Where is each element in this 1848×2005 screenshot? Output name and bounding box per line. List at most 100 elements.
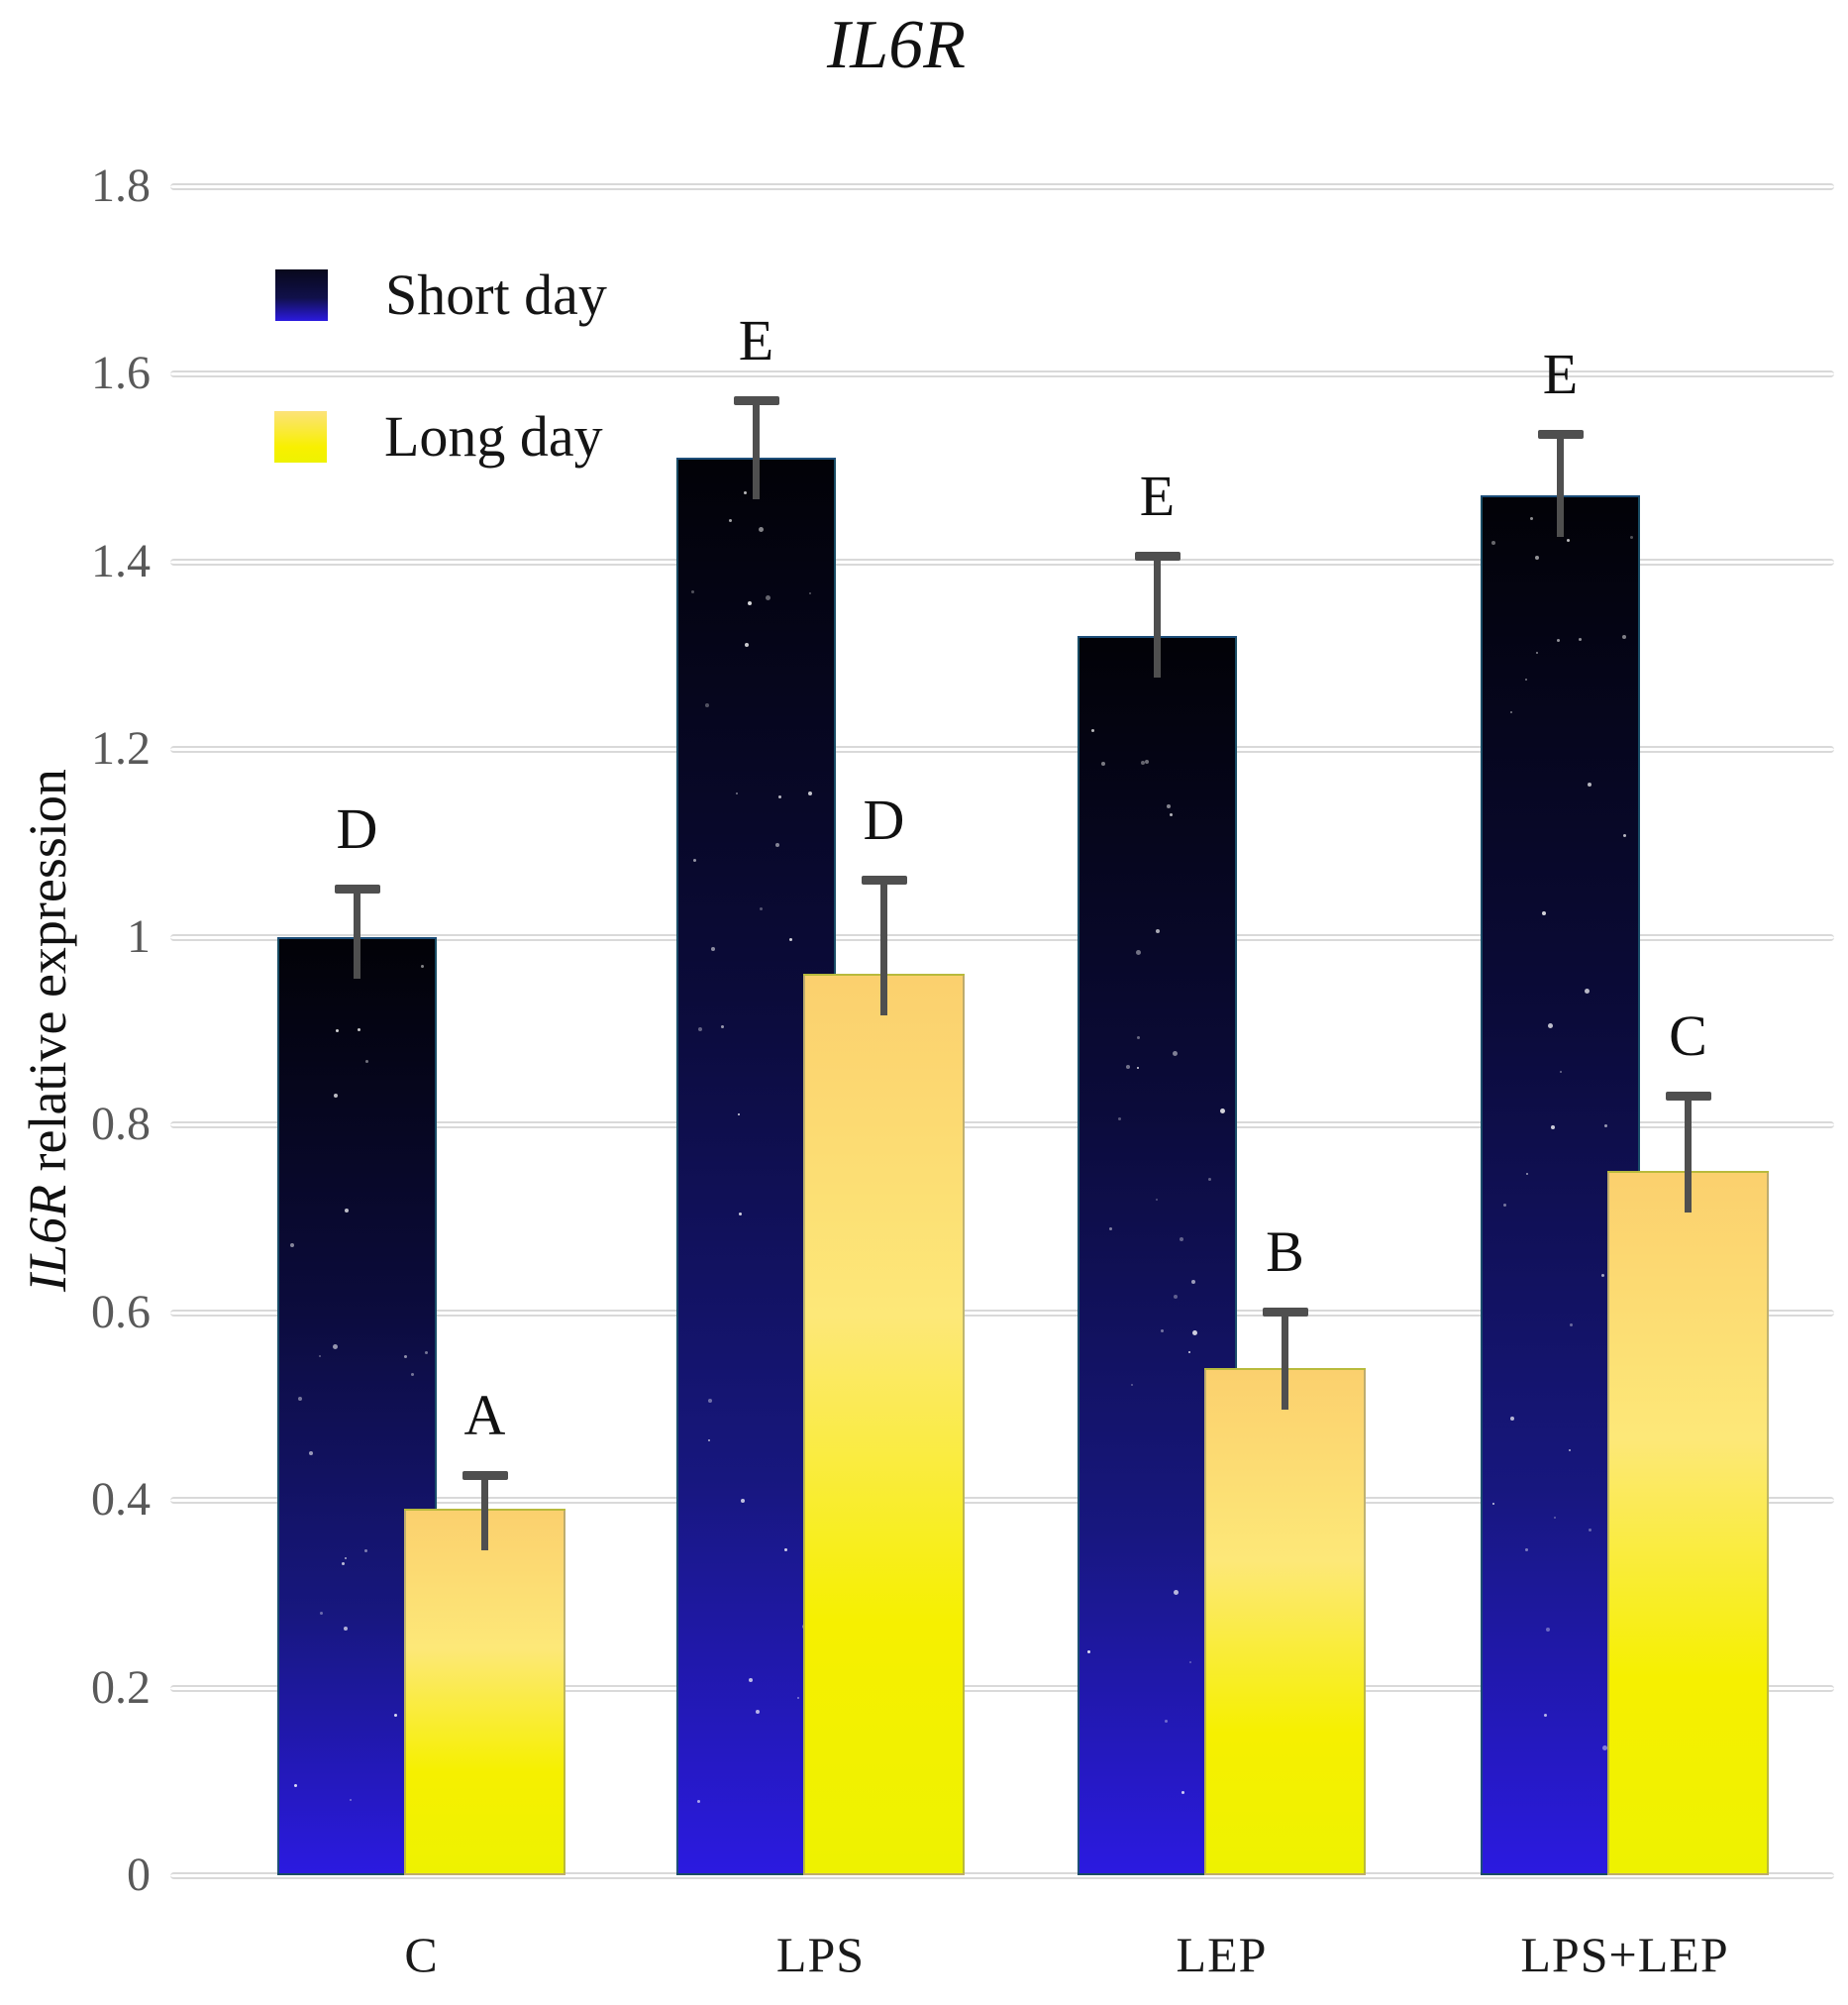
error-bar-stem [354,890,360,979]
chart-title: IL6R [827,7,966,83]
bar-speckle [1174,1295,1178,1300]
bar-speckle [1091,729,1094,733]
bar-speckle [1557,639,1560,643]
gridline [170,1121,1834,1128]
bar-speckle [1544,1714,1547,1718]
bar-speckle [1623,834,1626,838]
bar-speckle [697,1800,700,1804]
bar-speckle [1174,1590,1179,1596]
y-tick-label: 0.8 [91,1098,151,1150]
x-tick-label-c: C [404,1927,439,1982]
bar-speckle [1118,1117,1121,1121]
gridline [170,933,1834,941]
legend-label-short-day: Short day [385,263,607,327]
bar-speckle [1165,1720,1168,1724]
bar-speckle [1569,1449,1571,1452]
bar-speckle [1191,1280,1195,1285]
bar-speckle [1579,638,1582,642]
error-bar-cap [861,875,907,885]
bar-speckle [738,1113,740,1116]
bar-speckle [1526,1173,1528,1176]
significance-letter: A [463,1383,506,1448]
bar-speckle [766,595,770,601]
bar-speckle [756,1710,760,1715]
bar-speckle [1525,679,1527,682]
bar-speckle [320,1611,323,1615]
bar-speckle [1137,1067,1139,1070]
bar-speckle [741,1499,745,1504]
bar-speckle [333,1343,338,1349]
bar-long-day-lep [1204,1368,1366,1875]
bar-speckle [319,1354,321,1357]
bar-speckle [394,1713,397,1717]
bar-speckle [744,491,747,495]
bar-speckle [1570,1323,1573,1327]
error-bar-cap [334,885,380,895]
bar-speckle [739,1213,742,1216]
y-tick-label: 1.6 [91,347,151,399]
bar-speckle [1525,1548,1528,1552]
error-bar-stem [1282,1312,1288,1411]
bar-speckle [797,1697,799,1700]
bar-speckle [1137,1036,1140,1040]
bar-speckle [1542,911,1546,916]
bar-long-day-lps [803,974,965,1875]
error-bar-stem [1154,556,1161,679]
y-tick-label: 1 [127,909,151,963]
bar-speckle [748,601,752,606]
y-tick-label: 1.8 [91,158,151,212]
bar-speckle [1601,1274,1604,1278]
significance-letter: D [863,787,905,852]
error-bar-stem [880,880,887,1016]
significance-letter: B [1266,1218,1304,1284]
bar-speckle [693,859,696,863]
significance-letter: E [738,308,774,373]
bar-speckle [1585,989,1590,995]
bar-speckle [1530,517,1533,521]
y-tick-label: 0.2 [91,1660,151,1714]
bar-speckle [1126,1065,1130,1070]
error-bar-cap [1665,1091,1711,1101]
error-bar-stem [753,401,760,500]
gridline [170,1497,1834,1504]
y-tick-label: 0 [127,1848,151,1901]
bar-speckle [736,792,738,795]
bar-speckle [698,1027,702,1032]
bar-speckle [745,643,749,648]
error-bar-stem [1557,434,1564,538]
bar-speckle [1141,761,1145,766]
bar-speckle [1188,1351,1190,1354]
x-tick-label-lps+lep: LPS+LEP [1520,1927,1729,1982]
legend-label-long-day: Long day [384,404,603,469]
bar-speckle [364,1548,367,1552]
bar-speckle [1589,1529,1591,1532]
error-bar-cap [1134,551,1181,561]
bar-speckle [404,1354,407,1358]
bar-speckle [1087,1650,1090,1654]
error-bar-cap [733,396,779,406]
error-bar-stem [481,1476,488,1551]
bar-speckle [309,1450,313,1455]
bar-speckle [1145,760,1149,765]
gridline [170,370,1834,377]
bar-long-day-lps+lep [1607,1171,1769,1875]
bar-speckle [759,527,764,533]
bar-speckle [1560,1071,1562,1074]
bar-speckle [1510,1417,1514,1422]
error-bar-stem [1685,1096,1692,1214]
significance-letter: E [1542,341,1579,406]
bar-speckle [1604,1124,1607,1128]
error-bar-cap [1262,1307,1308,1317]
bar-speckle [1131,1384,1133,1387]
significance-letter: E [1139,463,1176,528]
bar-speckle [1551,1125,1555,1130]
bar-speckle [425,1350,428,1354]
bar-speckle [808,791,812,796]
bar-speckle [336,1028,339,1032]
bar-speckle [1181,1791,1184,1795]
bar-speckle [1101,762,1105,767]
bar-speckle [1622,635,1626,640]
bar-speckle [1189,1661,1191,1664]
error-bar-cap [462,1471,508,1481]
bar-speckle [1554,1517,1556,1520]
